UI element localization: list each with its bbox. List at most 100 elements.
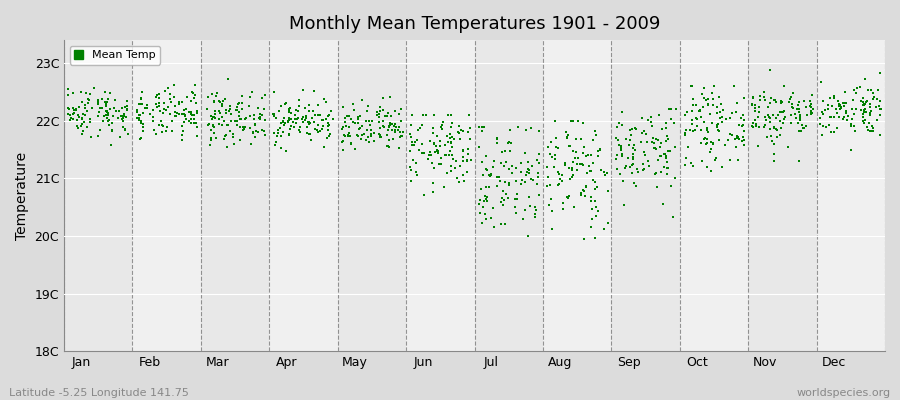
Point (734, 115, 749, 121)
Point (857, 106, 871, 113)
Point (848, 128, 862, 134)
Point (496, 202, 510, 208)
Point (551, 145, 565, 152)
Point (271, 127, 285, 133)
Point (806, 106, 820, 112)
Point (220, 76, 235, 82)
Point (310, 129, 325, 136)
Point (767, 124, 781, 131)
Point (767, 151, 781, 158)
Point (659, 152, 673, 159)
Point (646, 134, 661, 141)
Point (557, 160, 572, 166)
Point (839, 100, 853, 106)
Point (709, 109, 724, 116)
Point (372, 131, 386, 137)
Point (871, 87, 886, 93)
Point (147, 126, 161, 133)
Point (316, 122, 330, 129)
Point (342, 133, 356, 139)
Point (404, 134, 419, 140)
Point (478, 192, 492, 199)
Point (847, 86, 861, 93)
Point (284, 125, 298, 132)
Point (342, 124, 356, 130)
Point (814, 79, 828, 85)
Point (248, 122, 262, 128)
Point (660, 171, 674, 177)
Point (350, 116, 365, 122)
Point (367, 138, 382, 144)
Point (302, 119, 316, 126)
Point (403, 122, 418, 128)
Point (382, 136, 396, 143)
Point (615, 122, 629, 128)
Point (527, 204, 542, 210)
Point (559, 129, 573, 135)
Point (474, 128, 489, 134)
Point (642, 163, 656, 170)
Point (827, 94, 842, 101)
Point (415, 141, 429, 147)
Point (720, 137, 734, 144)
Point (569, 148, 583, 155)
Point (656, 151, 670, 157)
Point (239, 115, 254, 122)
Point (705, 89, 719, 96)
Point (91, 97, 105, 103)
Legend: Mean Temp: Mean Temp (69, 46, 160, 65)
Point (308, 112, 322, 118)
Point (234, 100, 248, 106)
Point (249, 128, 264, 134)
Point (132, 112, 147, 118)
Point (699, 140, 714, 146)
Point (81, 96, 95, 102)
Point (618, 163, 633, 170)
Point (502, 148, 517, 154)
Point (373, 125, 387, 131)
Point (101, 109, 115, 116)
Point (99, 112, 113, 118)
Point (615, 109, 629, 115)
Point (626, 144, 641, 151)
Point (227, 140, 241, 147)
Point (490, 174, 504, 180)
Point (759, 114, 773, 120)
Point (490, 135, 504, 142)
Point (652, 112, 666, 118)
Point (253, 111, 267, 117)
Point (440, 112, 454, 118)
Point (864, 108, 878, 114)
Point (584, 224, 598, 230)
Point (282, 106, 296, 112)
Point (508, 204, 522, 210)
Point (845, 106, 859, 112)
Point (452, 179, 466, 186)
Point (206, 123, 220, 129)
Point (105, 120, 120, 126)
Point (654, 140, 669, 146)
Point (334, 126, 348, 132)
Point (289, 119, 303, 126)
Point (351, 120, 365, 127)
Point (112, 134, 127, 140)
Point (206, 98, 220, 104)
Point (209, 135, 223, 141)
Point (804, 108, 818, 114)
Point (74, 89, 88, 96)
Point (92, 109, 106, 116)
Point (253, 116, 267, 123)
Point (760, 104, 775, 110)
Point (579, 182, 593, 189)
Point (600, 220, 615, 226)
Point (627, 147, 642, 154)
Point (438, 152, 453, 158)
Point (858, 100, 872, 107)
Point (417, 150, 431, 156)
Point (278, 100, 293, 107)
Point (480, 194, 494, 200)
Point (859, 109, 873, 115)
Point (394, 133, 409, 140)
Point (752, 108, 767, 115)
Point (496, 188, 510, 194)
